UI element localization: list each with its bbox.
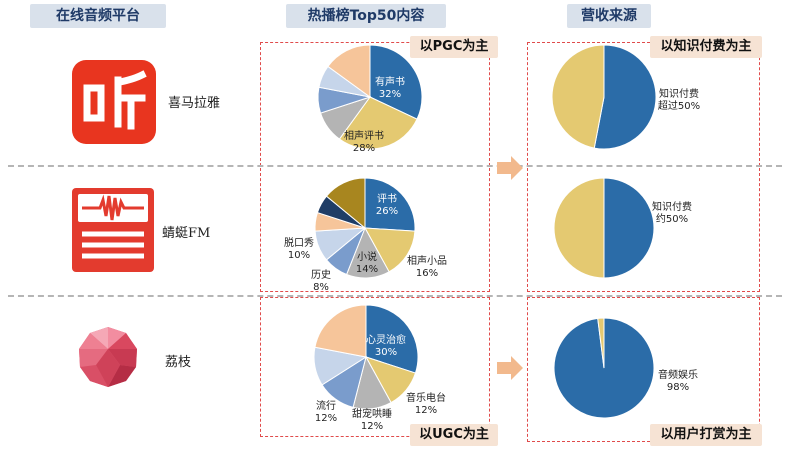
- slice-label: 甜宠哄睡: [352, 407, 392, 420]
- header-top50: 热播榜Top50内容: [286, 4, 446, 28]
- ugc-box: [260, 297, 490, 437]
- platform-name-lizhi: 荔枝: [165, 355, 192, 370]
- slice-value-label: 32%: [379, 89, 401, 100]
- slice-label: 小说: [357, 250, 377, 263]
- pie-slice: [364, 227, 416, 273]
- lizhi-logo: [79, 327, 137, 387]
- tag-pgc: 以PGC为主: [410, 36, 498, 58]
- slice-value-label: 超过50%: [658, 99, 700, 112]
- slice-value-label: 12%: [315, 413, 337, 424]
- pie-slice: [325, 177, 366, 230]
- slice-value-label: 12%: [415, 405, 437, 416]
- pie-slice: [365, 304, 419, 374]
- tag-paid: 以知识付费为主: [650, 36, 762, 58]
- slice-label: 脱口秀: [284, 236, 314, 249]
- slice-label: 音频娱乐: [658, 368, 698, 381]
- pie-slice: [369, 44, 423, 120]
- tag-tip: 以用户打赏为主: [650, 424, 762, 446]
- pie-slice: [338, 96, 418, 150]
- slice-value-label: 98%: [667, 382, 689, 393]
- slice-value-label: 10%: [288, 250, 310, 261]
- slice-value-label: 12%: [361, 421, 383, 432]
- ximalaya-logo: [72, 60, 156, 144]
- slice-value-label: 28%: [353, 143, 375, 154]
- qingting-logo: [72, 188, 154, 272]
- slice-label: 流行: [316, 399, 336, 412]
- row-separator-1: [8, 165, 782, 167]
- slice-value-label: 8%: [313, 282, 329, 293]
- header-revenue: 营收来源: [567, 4, 651, 28]
- row-separator-2: [8, 295, 782, 297]
- slice-value-label: 16%: [416, 268, 438, 279]
- pie-slice: [553, 177, 605, 279]
- pie-slice: [603, 177, 655, 279]
- platform-name-qingting: 蜻蜓FM: [162, 226, 211, 241]
- slice-label: 相声小品: [407, 254, 447, 267]
- arrow-right-icon: [497, 356, 523, 380]
- slice-label: 历史: [311, 269, 331, 281]
- paid-box: [527, 42, 760, 292]
- header-platform: 在线音频平台: [30, 4, 166, 28]
- arrow-right-icon: [497, 156, 523, 180]
- slice-label: 音乐电台: [406, 391, 446, 404]
- pie-slice: [597, 317, 605, 369]
- pie-slice: [364, 177, 416, 232]
- pie-slice: [551, 44, 605, 149]
- slice-value-label: 30%: [375, 347, 397, 358]
- slice-label: 相声评书: [344, 129, 384, 142]
- pie-slice: [314, 304, 367, 358]
- slice-label: 有声书: [375, 75, 405, 88]
- slice-label: 心灵治愈: [366, 333, 406, 346]
- slice-value-label: 14%: [356, 264, 378, 275]
- platform-name-ximalaya: 喜马拉雅: [168, 96, 221, 111]
- slice-label: 知识付费: [659, 87, 699, 100]
- slice-value-label: 约50%: [656, 212, 688, 225]
- tip-box: [527, 297, 760, 442]
- slice-label: 评书: [377, 193, 397, 205]
- slice-value-label: 26%: [376, 206, 398, 217]
- pgc-box: [260, 42, 490, 292]
- tag-ugc: 以UGC为主: [410, 424, 498, 446]
- slice-label: 知识付费: [652, 200, 692, 213]
- pie-slice: [327, 44, 371, 98]
- pie-slice: [593, 44, 657, 150]
